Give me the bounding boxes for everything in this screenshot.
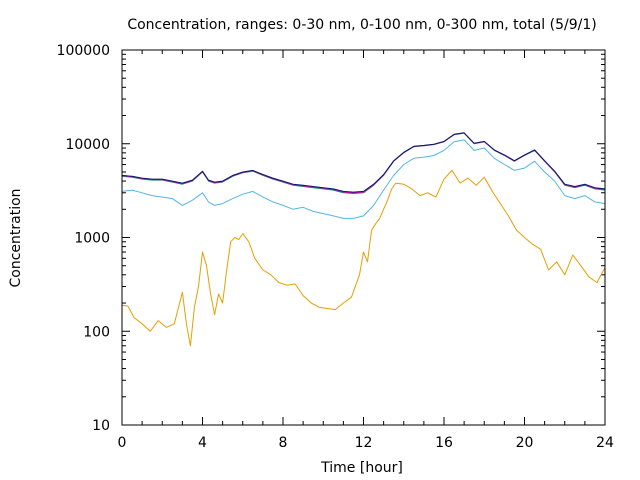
series-line <box>121 132 606 193</box>
y-axis-label: Concentration <box>8 188 24 287</box>
chart-title: Concentration, ranges: 0-30 nm, 0-100 nm… <box>127 17 596 33</box>
x-tick-label: 8 <box>279 435 288 451</box>
x-tick-label: 16 <box>435 435 453 451</box>
tick-labels: 0 4 8 12 16 20 24 10 100 1000 10000 100000 <box>57 43 614 451</box>
x-tick-label: 20 <box>516 435 534 451</box>
x-tick-label: 4 <box>198 435 207 451</box>
series-line <box>121 169 606 347</box>
x-tick-label: 24 <box>596 435 614 451</box>
y-tick-label: 100 <box>83 324 110 340</box>
y-tick-label: 10 <box>92 418 110 434</box>
series-line <box>121 132 606 194</box>
series-line <box>121 139 606 219</box>
x-axis-label: Time [hour] <box>320 460 403 476</box>
y-tick-label: 10000 <box>65 137 110 153</box>
y-tick-label: 1000 <box>74 231 110 247</box>
x-tick-label: 0 <box>118 435 127 451</box>
series-lines <box>121 132 606 347</box>
x-tick-label: 12 <box>355 435 373 451</box>
tick-marks <box>121 49 606 426</box>
y-tick-label: 100000 <box>57 43 110 59</box>
plot-frame <box>121 49 606 426</box>
